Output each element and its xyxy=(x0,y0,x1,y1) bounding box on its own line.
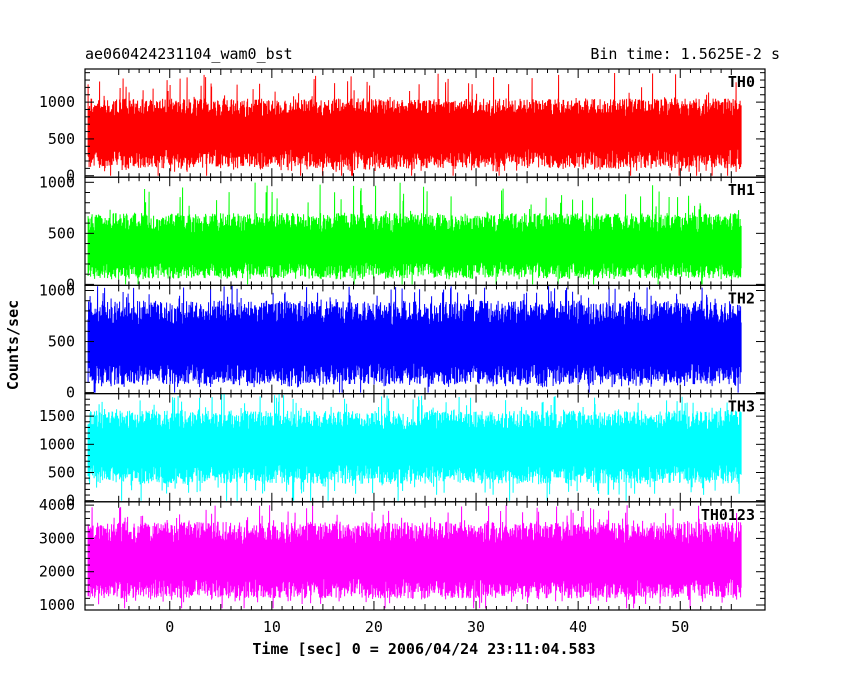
y-tick-label: 0 xyxy=(66,275,75,293)
y-tick-label: 1000 xyxy=(39,435,75,453)
panel-label: TH3 xyxy=(728,398,755,416)
chart-subtitle: Bin time: 1.5625E-2 s xyxy=(590,45,780,63)
y-axis-label: Counts/sec xyxy=(4,300,22,390)
panels-group: 0 500 1000 TH0 0 500 1000 TH1 0 500 1000 TH2 0 500 100… xyxy=(39,68,766,614)
panel-th2: 0 500 1000 TH2 xyxy=(39,282,766,402)
y-tick-label: 500 xyxy=(48,224,75,242)
x-tick-label: 50 xyxy=(671,618,689,636)
panel-th0: 0 500 1000 TH0 xyxy=(39,68,766,185)
series-line-th1 xyxy=(87,182,742,285)
chart-title: ae060424231104_wam0_bst xyxy=(85,45,293,63)
y-tick-label: 1000 xyxy=(39,282,75,300)
y-tick-label: 4000 xyxy=(39,496,75,514)
y-tick-label: 1000 xyxy=(39,93,75,111)
y-tick-label: 0 xyxy=(66,492,75,510)
y-tick-label: 0 xyxy=(66,384,75,402)
series-line-th2 xyxy=(87,285,742,393)
x-tick-label: 40 xyxy=(569,618,587,636)
panel-th0123: 1000 2000 3000 4000 TH0123 xyxy=(39,496,766,614)
series-line-th0 xyxy=(87,72,742,176)
panel-label: TH0 xyxy=(728,73,755,91)
y-tick-label: 500 xyxy=(48,130,75,148)
series-line-th0123 xyxy=(87,505,742,609)
y-tick-label: 1000 xyxy=(39,173,75,191)
y-tick-label: 500 xyxy=(48,463,75,481)
x-axis-label: Time [sec] 0 = 2006/04/24 23:11:04.583 xyxy=(252,640,595,658)
panel-label: TH1 xyxy=(728,181,755,199)
y-tick-label: 1500 xyxy=(39,407,75,425)
y-tick-label: 0 xyxy=(66,167,75,185)
x-axis: 0 10 20 30 40 50 xyxy=(165,618,689,636)
x-tick-label: 30 xyxy=(467,618,485,636)
panel-th1: 0 500 1000 TH1 xyxy=(39,173,766,293)
panel-label: TH2 xyxy=(728,289,755,307)
x-tick-label: 10 xyxy=(263,618,281,636)
x-tick-label: 20 xyxy=(365,618,383,636)
panel-label: TH0123 xyxy=(701,506,755,524)
panel-th3: 0 500 1000 1500 TH3 xyxy=(39,393,766,510)
y-tick-label: 1000 xyxy=(39,596,75,614)
series-line-th3 xyxy=(87,393,742,501)
y-tick-label: 500 xyxy=(48,333,75,351)
x-tick-label: 0 xyxy=(165,618,174,636)
y-tick-label: 3000 xyxy=(39,529,75,547)
y-tick-label: 2000 xyxy=(39,563,75,581)
